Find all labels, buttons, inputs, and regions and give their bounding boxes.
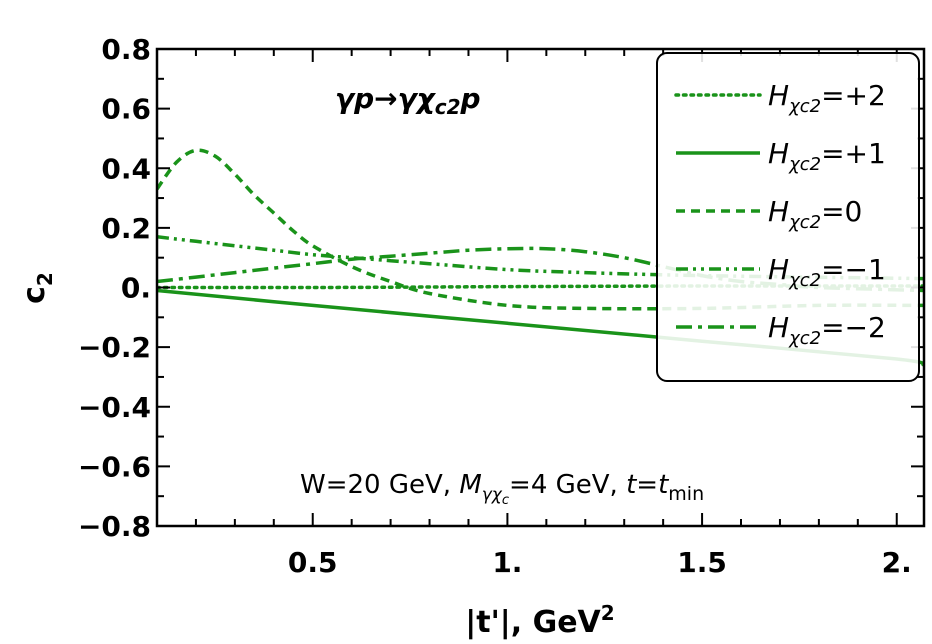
y-tick-label: −0.6 <box>78 450 151 483</box>
x-axis-title: |t'|, GeV2 <box>465 601 614 640</box>
legend: Hχc2=+2 Hχc2=+1 Hχc2=0 Hχc2=−1 Hχc2=−2 <box>656 52 920 382</box>
legend-entry: Hχc2=+1 <box>676 137 886 175</box>
legend-entry: Hχc2=+2 <box>674 79 886 117</box>
legend-label: Hχc2=+2 <box>768 79 886 117</box>
legend-label: Hχc2=−1 <box>768 253 886 291</box>
y-tick-label: 0.4 <box>101 152 151 185</box>
plot-frame <box>155 47 926 528</box>
y-tick-label: 0.6 <box>101 93 151 126</box>
process-annotation: γp→γχc2p <box>335 82 481 119</box>
process-subscript: c2 <box>435 95 461 119</box>
legend-box <box>656 52 920 382</box>
legend-entry: Hχc2=−2 <box>676 311 886 349</box>
y-tick-label: −0.2 <box>78 331 151 364</box>
y-axis-title: c2 <box>17 272 57 304</box>
y-tick-label: −0.4 <box>78 391 151 424</box>
y-tick-label: −0.8 <box>78 510 151 543</box>
legend-label: Hχc2=+1 <box>768 137 886 175</box>
y-tick-label: 0. <box>121 272 151 305</box>
legend-entry: Hχc2=0 <box>676 195 862 233</box>
x-tick-label: 1. <box>492 546 522 579</box>
conditions-annotation: W=20 GeV, Mγχc=4 GeV, t=tmin <box>300 470 704 508</box>
process-tail: p <box>460 82 481 115</box>
x-tick-label: 0.5 <box>288 546 338 579</box>
legend-label: Hχc2=−2 <box>768 311 886 349</box>
legend-entry: Hχc2=−1 <box>676 253 886 291</box>
process-main: γp→γχ <box>335 82 437 115</box>
x-tick-label: 1.5 <box>677 546 727 579</box>
series-line-5 <box>157 246 924 293</box>
y-tick-label: 0.2 <box>101 212 151 245</box>
legend-label: Hχc2=0 <box>768 195 862 233</box>
y-tick-label: 0.8 <box>101 33 151 66</box>
x-tick-label: 2. <box>882 546 912 579</box>
